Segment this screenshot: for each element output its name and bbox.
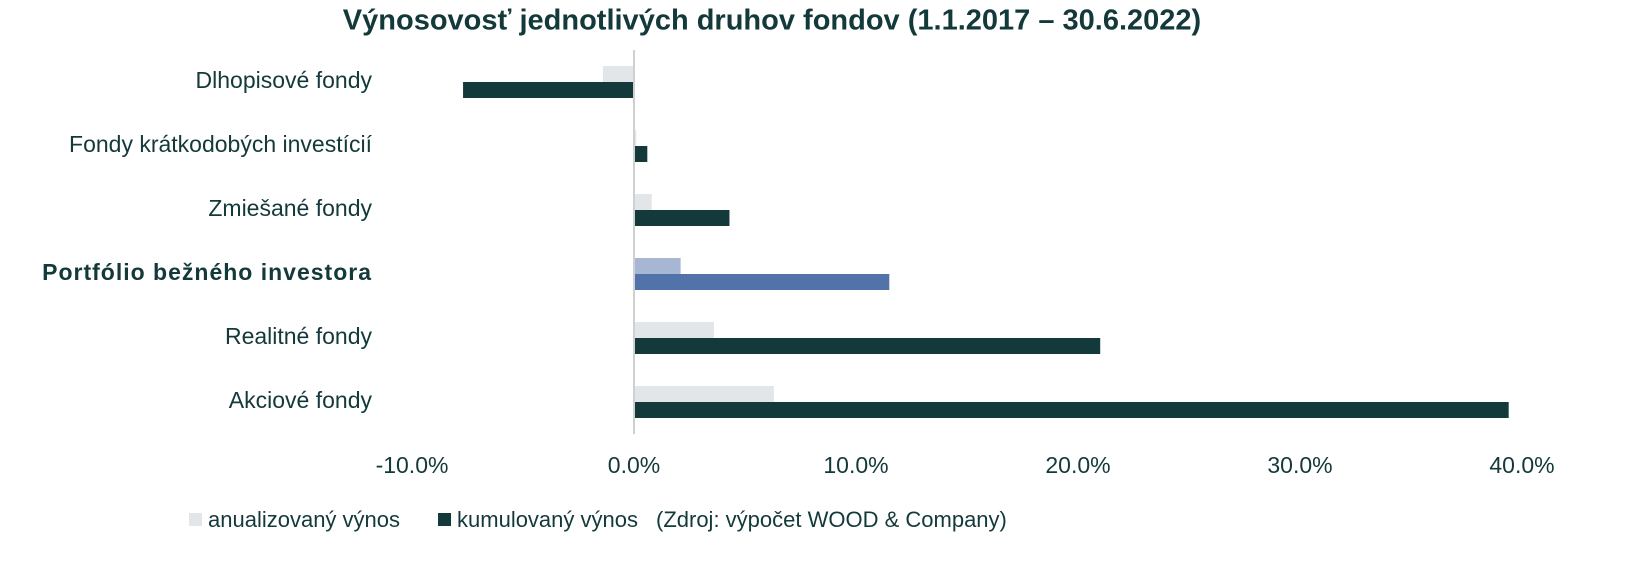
source-note: (Zdroj: výpočet WOOD & Company) bbox=[656, 507, 1007, 532]
bar bbox=[634, 258, 681, 274]
bar bbox=[634, 338, 1101, 354]
category-label: Fondy krátkodobých investícií bbox=[69, 131, 373, 157]
category-label: Realitné fondy bbox=[225, 323, 373, 349]
bar bbox=[634, 146, 648, 162]
legend-label: kumulovaný výnos bbox=[457, 507, 638, 532]
bar bbox=[634, 386, 774, 402]
chart-title: Výnosovosť jednotlivých druhov fondov (1… bbox=[343, 5, 1201, 37]
bar bbox=[634, 274, 890, 290]
category-label: Akciové fondy bbox=[229, 387, 373, 413]
category-label: Portfólio bežného investora bbox=[42, 259, 372, 285]
x-tick-label: 30.0% bbox=[1267, 452, 1332, 478]
x-tick-label: 20.0% bbox=[1045, 452, 1110, 478]
bar bbox=[634, 210, 730, 226]
bar bbox=[634, 130, 637, 146]
bar bbox=[634, 194, 652, 210]
x-tick-label: 40.0% bbox=[1489, 452, 1554, 478]
x-tick-label: -10.0% bbox=[376, 452, 449, 478]
category-label: Zmiešané fondy bbox=[208, 195, 372, 221]
bar bbox=[634, 402, 1509, 418]
category-label: Dlhopisové fondy bbox=[196, 67, 373, 93]
legend-swatch bbox=[438, 513, 452, 526]
x-tick-label: 10.0% bbox=[823, 452, 888, 478]
bar bbox=[602, 66, 634, 82]
x-tick-label: 0.0% bbox=[608, 452, 660, 478]
legend-swatch bbox=[189, 513, 202, 526]
legend-label: anualizovaný výnos bbox=[208, 507, 400, 532]
bar bbox=[634, 322, 714, 338]
bar bbox=[463, 82, 634, 98]
